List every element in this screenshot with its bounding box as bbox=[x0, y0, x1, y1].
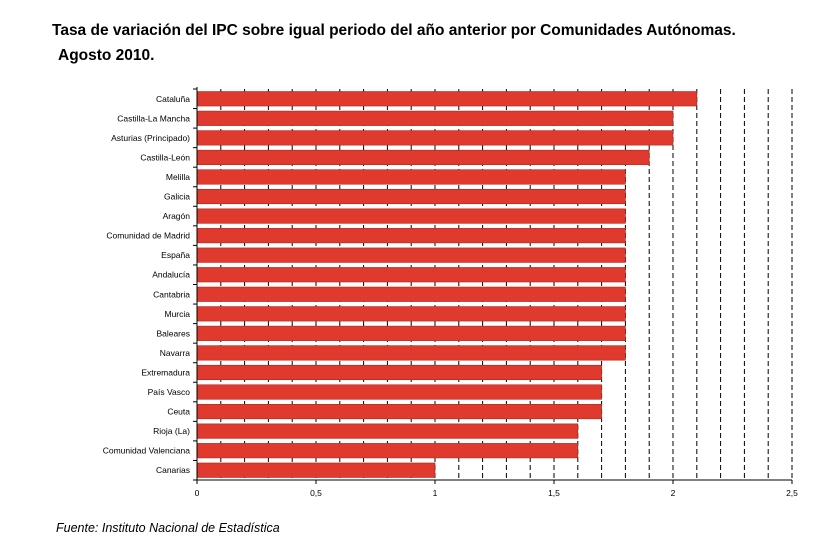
category-label: Andalucía bbox=[152, 270, 190, 280]
bar bbox=[196, 364, 602, 381]
bar bbox=[196, 423, 579, 439]
category-label: Ceuta bbox=[167, 407, 190, 417]
bar bbox=[196, 404, 602, 420]
x-tick-label: 2 bbox=[671, 488, 676, 498]
x-tick-label: 0 bbox=[195, 488, 200, 498]
category-label: Cataluña bbox=[156, 94, 190, 104]
category-label: Cantabria bbox=[153, 289, 190, 299]
category-label: País Vasco bbox=[148, 387, 191, 397]
category-label: España bbox=[161, 250, 190, 260]
bar bbox=[196, 345, 626, 361]
x-tick-label: 1,5 bbox=[548, 488, 560, 498]
bar bbox=[196, 169, 626, 185]
category-label: Rioja (La) bbox=[153, 426, 190, 436]
chart-title-line2: Agosto 2010. bbox=[58, 47, 155, 64]
bar bbox=[196, 208, 626, 224]
chart-title: Tasa de variación del IPC sobre igual pe… bbox=[52, 18, 812, 68]
bar bbox=[196, 306, 626, 322]
category-label: Galicia bbox=[164, 192, 190, 202]
chart-title-line1: Tasa de variación del IPC sobre igual pe… bbox=[52, 22, 736, 39]
bar bbox=[196, 228, 626, 244]
category-label: Canarias bbox=[156, 465, 190, 475]
category-label: Baleares bbox=[156, 328, 190, 338]
category-label: Aragón bbox=[163, 211, 191, 221]
bar bbox=[196, 443, 579, 459]
x-tick-label: 2,5 bbox=[786, 488, 798, 498]
category-label: Comunidad de Madrid bbox=[106, 231, 190, 241]
bar bbox=[196, 110, 674, 126]
bar bbox=[196, 247, 626, 263]
x-tick-label: 0,5 bbox=[310, 488, 322, 498]
category-label: Extremadura bbox=[141, 367, 190, 377]
bar bbox=[196, 384, 602, 400]
category-label: Murcia bbox=[164, 309, 190, 319]
bar bbox=[196, 130, 674, 146]
bar bbox=[196, 286, 626, 302]
category-label: Comunidad Valenciana bbox=[103, 446, 191, 456]
category-label: Melilla bbox=[166, 172, 190, 182]
bar bbox=[196, 267, 626, 283]
x-tick-label: 1 bbox=[433, 488, 438, 498]
category-label: Navarra bbox=[160, 348, 191, 358]
bar bbox=[196, 462, 436, 478]
bar bbox=[196, 149, 650, 165]
category-label: Castilla-La Mancha bbox=[117, 113, 190, 123]
category-label: Castilla-León bbox=[140, 152, 190, 162]
category-label: Asturias (Principado) bbox=[111, 133, 190, 143]
bar bbox=[196, 188, 626, 205]
source-note: Fuente: Instituto Nacional de Estadístic… bbox=[56, 521, 280, 535]
bar bbox=[196, 325, 626, 341]
bar bbox=[196, 91, 698, 107]
